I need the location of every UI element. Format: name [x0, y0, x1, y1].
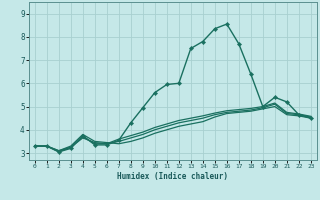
X-axis label: Humidex (Indice chaleur): Humidex (Indice chaleur)	[117, 172, 228, 181]
